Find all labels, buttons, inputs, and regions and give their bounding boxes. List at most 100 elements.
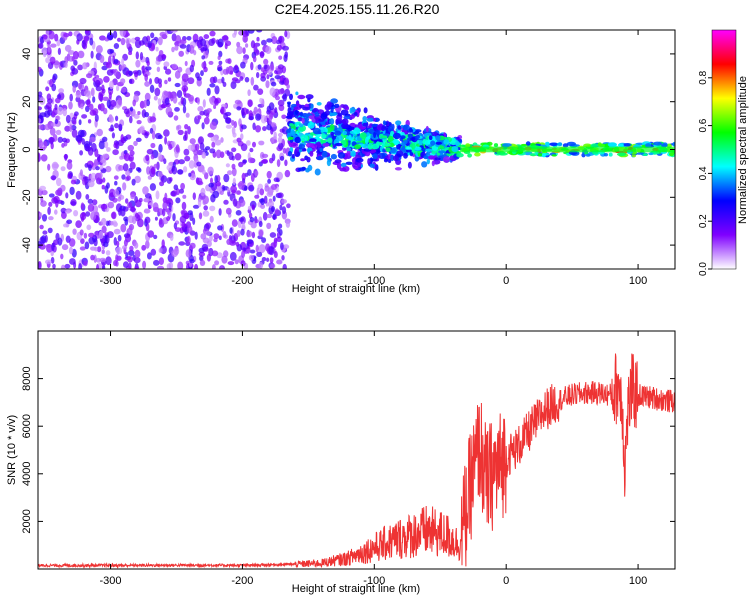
heatmap-cell: [142, 186, 149, 195]
heatmap-cell: [189, 138, 196, 145]
heatmap-cell: [276, 259, 283, 265]
heatmap-cell: [249, 217, 255, 223]
heatmap-cell: [258, 229, 264, 237]
heatmap-cell: [255, 244, 259, 253]
heatmap-cell: [277, 64, 284, 70]
heatmap-cell: [198, 251, 206, 257]
heatmap-cell: [208, 182, 214, 188]
heatmap-cell: [246, 140, 251, 146]
heatmap-cell: [435, 141, 442, 145]
heatmap-cell: [75, 220, 82, 229]
heatmap-cell: [154, 216, 158, 221]
heatmap-cell: [643, 153, 648, 156]
heatmap-cell: [669, 152, 675, 157]
heatmap-cell: [261, 237, 267, 244]
heatmap-cell: [117, 196, 122, 202]
heatmap-cell: [617, 143, 625, 148]
heatmap-cell: [84, 241, 90, 250]
heatmap-cell: [194, 263, 199, 269]
heatmap-cell: [42, 230, 48, 235]
heatmap-cell: [310, 103, 314, 109]
heatmap-cell: [122, 182, 127, 191]
heatmap-cell: [149, 84, 155, 94]
heatmap-cell: [340, 162, 347, 168]
heatmap-cell: [105, 61, 112, 69]
heatmap-cell: [68, 246, 74, 255]
heatmap-cell: [39, 97, 46, 105]
heatmap-cell: [363, 107, 368, 114]
heatmap-cell: [133, 242, 139, 249]
heatmap-cell: [221, 35, 229, 41]
heatmap-cell: [99, 55, 105, 63]
heatmap-cell: [142, 260, 147, 269]
heatmap-cell: [337, 112, 342, 117]
heatmap-cell: [115, 254, 119, 263]
heatmap-cell: [274, 208, 280, 215]
heatmap-cell: [276, 236, 282, 242]
heatmap-cell: [108, 127, 115, 132]
heatmap-cell: [69, 186, 75, 196]
heatmap-cell: [101, 84, 105, 92]
heatmap-cell: [242, 47, 246, 54]
heatmap-cell: [375, 129, 380, 136]
heatmap-cell: [103, 241, 109, 248]
heatmap-cell: [174, 45, 179, 51]
heatmap-cell: [57, 47, 62, 56]
heatmap-cell: [302, 106, 311, 111]
heatmap-cell: [128, 249, 135, 256]
heatmap-cell: [315, 136, 321, 143]
snr-plot-frame: [37, 330, 676, 570]
heatmap-cell: [231, 147, 237, 153]
heatmap-cell: [213, 233, 220, 240]
heatmap-cell: [75, 91, 82, 99]
heatmap-cell: [196, 97, 200, 105]
heatmap-cell: [49, 127, 56, 136]
heatmap-cell: [38, 261, 42, 269]
heatmap-cell: [88, 237, 95, 245]
heatmap-cell: [403, 139, 408, 144]
heatmap-cell: [127, 144, 134, 152]
heatmap-cell: [161, 54, 167, 60]
heatmap-cell: [273, 177, 280, 182]
heatmap-cell: [223, 173, 230, 183]
heatmap-cell: [175, 188, 180, 196]
heatmap-cell: [166, 263, 172, 269]
heatmap-y-tick-label: 0: [21, 146, 33, 152]
heatmap-cell: [236, 106, 242, 111]
heatmap-cell: [425, 148, 433, 152]
heatmap-cell: [294, 148, 298, 156]
heatmap-cell: [171, 249, 179, 258]
heatmap-cell: [73, 210, 79, 217]
heatmap-cell: [86, 98, 91, 108]
heatmap-cell: [300, 158, 305, 162]
heatmap-cell: [396, 150, 404, 158]
heatmap-cell: [236, 230, 241, 237]
heatmap-cell: [121, 174, 126, 180]
heatmap-cell: [107, 201, 115, 209]
heatmap-cell: [225, 207, 232, 215]
heatmap-cell: [501, 143, 512, 147]
heatmap-cell: [38, 243, 46, 250]
heatmap-cell: [291, 154, 295, 159]
heatmap-cell: [273, 251, 278, 258]
heatmap-cell: [138, 126, 145, 134]
heatmap-cell: [95, 86, 102, 92]
snr-y-tick-label: 8000: [21, 366, 33, 390]
heatmap-cell: [428, 155, 435, 160]
heatmap-cell: [314, 112, 320, 117]
heatmap-cell: [105, 256, 112, 266]
heatmap-cell: [316, 141, 321, 147]
snr-x-tick-label: 100: [629, 575, 647, 587]
heatmap-cell: [105, 165, 112, 173]
heatmap-cell: [186, 235, 191, 245]
heatmap-cell: [266, 109, 271, 115]
heatmap-cell: [217, 55, 221, 60]
heatmap-cell: [83, 89, 91, 97]
heatmap-cell: [287, 150, 293, 157]
heatmap-cell: [90, 254, 95, 261]
heatmap-cell: [248, 110, 253, 118]
heatmap-cell: [47, 227, 53, 234]
heatmap-cell: [143, 99, 147, 108]
heatmap-cell: [247, 89, 251, 97]
heatmap-cell: [153, 259, 160, 266]
